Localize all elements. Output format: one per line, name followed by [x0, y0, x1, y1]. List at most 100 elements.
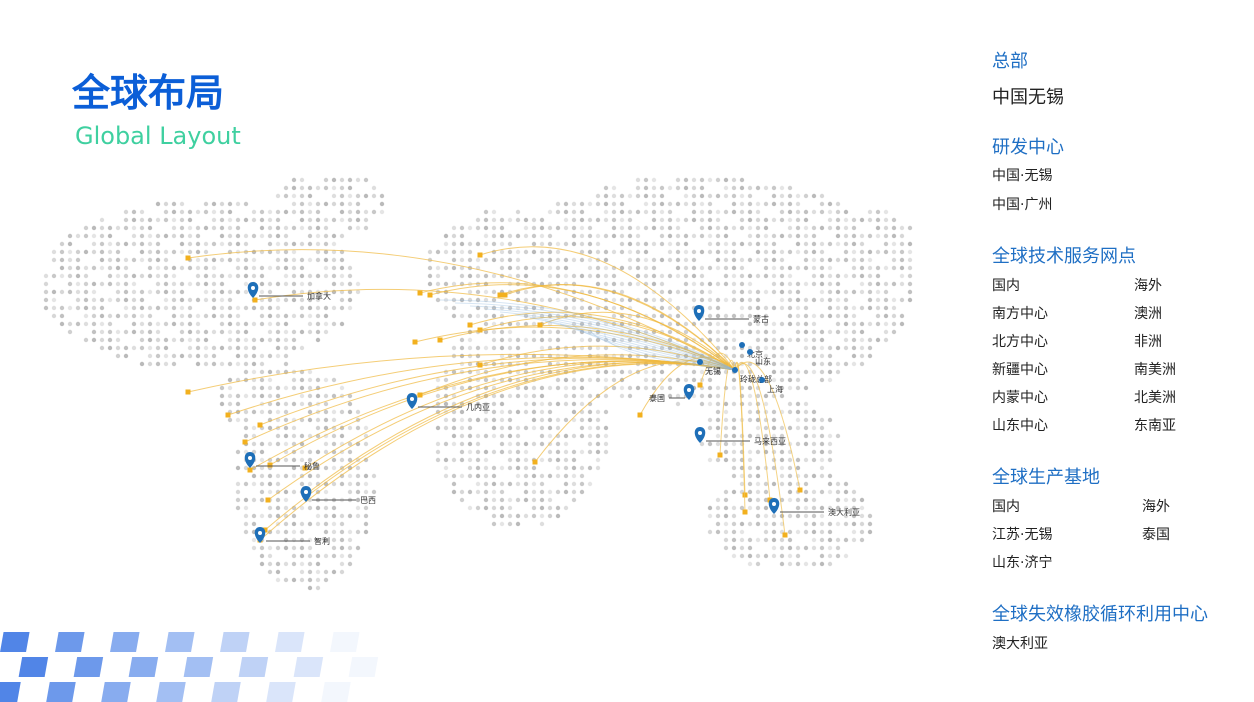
map-dot — [347, 529, 353, 535]
map-dot — [259, 321, 265, 327]
map-dot — [179, 321, 185, 327]
map-dot — [507, 513, 513, 519]
map-dot — [611, 225, 617, 231]
map-dot — [779, 345, 785, 351]
map-dot — [315, 393, 321, 399]
map-dot — [531, 401, 537, 407]
map-dot — [171, 217, 177, 223]
map-dot — [331, 465, 337, 471]
map-dot — [555, 273, 561, 279]
map-dot — [819, 377, 825, 383]
map-dot — [443, 377, 449, 383]
map-dot — [571, 217, 577, 223]
map-dot — [315, 201, 321, 207]
map-dot — [227, 225, 233, 231]
map-dot — [299, 505, 305, 511]
map-dot — [507, 249, 513, 255]
map-dot — [699, 217, 705, 223]
map-dot — [491, 505, 497, 511]
map-dot — [475, 505, 481, 511]
map-dot — [339, 521, 345, 527]
map-dot — [731, 345, 737, 351]
map-dot — [579, 377, 585, 383]
map-dot — [443, 473, 449, 479]
map-dot — [563, 225, 569, 231]
map-dot — [827, 217, 833, 223]
map-dot — [787, 265, 793, 271]
map-dot — [267, 489, 273, 495]
map-dot — [107, 257, 113, 263]
map-dot — [299, 281, 305, 287]
map-dot — [123, 265, 129, 271]
map-dot — [795, 241, 801, 247]
map-dot — [259, 385, 265, 391]
map-dot — [651, 257, 657, 263]
map-dot — [731, 249, 737, 255]
map-dot — [579, 337, 585, 343]
map-dot — [867, 321, 873, 327]
map-dot — [523, 233, 529, 239]
map-dot — [739, 537, 745, 543]
map-dot — [291, 513, 297, 519]
map-dot — [355, 209, 361, 215]
map-dot — [523, 465, 529, 471]
map-dot — [715, 441, 721, 447]
map-dot — [123, 345, 129, 351]
map-dot — [291, 537, 297, 543]
map-dot — [699, 321, 705, 327]
map-dot — [267, 209, 273, 215]
pin-dot — [248, 456, 252, 460]
map-dot — [755, 425, 761, 431]
map-dot — [347, 185, 353, 191]
map-dot — [811, 273, 817, 279]
map-dot — [323, 569, 329, 575]
map-dot — [459, 425, 465, 431]
map-dot — [571, 225, 577, 231]
map-dot — [787, 217, 793, 223]
map-dot — [347, 409, 353, 415]
map-dot — [827, 441, 833, 447]
map-dot — [563, 449, 569, 455]
map-dot — [315, 249, 321, 255]
map-dot — [867, 209, 873, 215]
map-dot — [635, 185, 641, 191]
map-dot — [611, 209, 617, 215]
map-dot — [859, 321, 865, 327]
section-item: 北方中心 — [992, 334, 1048, 350]
map-dot — [467, 297, 473, 303]
map-dot — [235, 233, 241, 239]
map-dot — [491, 425, 497, 431]
map-dot — [75, 321, 81, 327]
map-dot — [779, 257, 785, 263]
map-dot — [499, 361, 505, 367]
map-dot — [883, 217, 889, 223]
map-dot — [75, 297, 81, 303]
map-dot — [707, 289, 713, 295]
route-end — [717, 452, 723, 458]
map-dot — [435, 297, 441, 303]
map-dot — [795, 329, 801, 335]
map-dot — [211, 281, 217, 287]
map-dot — [715, 513, 721, 519]
map-dot — [323, 185, 329, 191]
map-dot — [715, 401, 721, 407]
place-label: 澳大利亚 — [828, 507, 860, 517]
map-dot — [851, 249, 857, 255]
map-dot — [539, 425, 545, 431]
map-dot — [603, 345, 609, 351]
map-dot — [499, 225, 505, 231]
map-dot — [451, 441, 457, 447]
map-dot — [579, 401, 585, 407]
map-dot — [539, 481, 545, 487]
map-dot — [211, 361, 217, 367]
map-dot — [331, 241, 337, 247]
map-dot — [859, 257, 865, 263]
map-dot — [291, 473, 297, 479]
map-dot — [723, 273, 729, 279]
map-dot — [803, 313, 809, 319]
map-dot — [651, 377, 657, 383]
map-dot — [539, 409, 545, 415]
map-dot — [75, 305, 81, 311]
map-dot — [571, 385, 577, 391]
map-dot — [867, 297, 873, 303]
